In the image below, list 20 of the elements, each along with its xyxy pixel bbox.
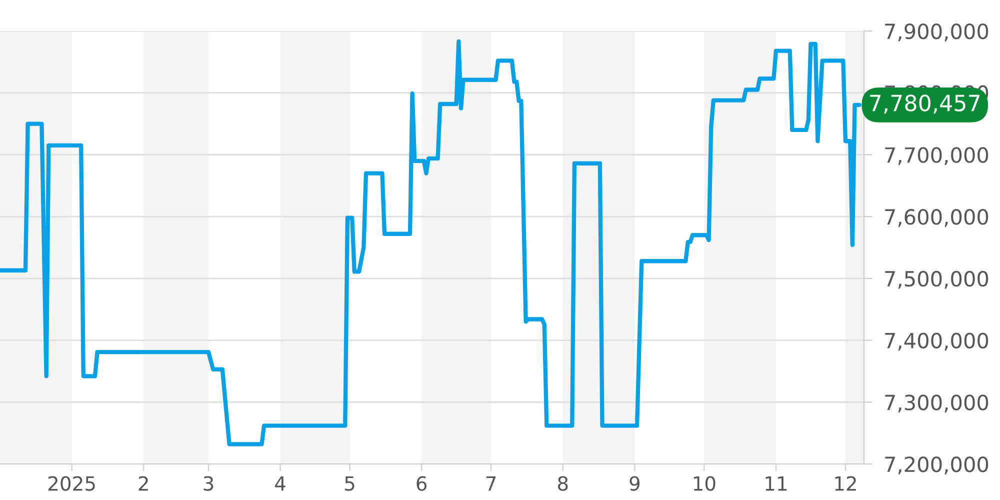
y-tick-label: 7,900,000 [885, 23, 988, 42]
y-tick-label: 7,600,000 [885, 209, 988, 227]
y-tick-label: 7,300,000 [885, 394, 988, 412]
x-tick-label: 10 [694, 476, 716, 491]
y-tick-label: 7,500,000 [885, 270, 988, 289]
x-tick-label: 8 [558, 476, 568, 491]
x-tick-label: 9 [630, 476, 640, 491]
x-tick-label: 4 [275, 476, 286, 491]
x-tick-label: 7 [486, 476, 496, 491]
x-tick-label: 3 [204, 476, 214, 491]
y-tick-label: 7,200,000 [885, 456, 988, 474]
x-tick-label: 2 [138, 476, 148, 491]
x-tick-label: 2025 [48, 476, 95, 491]
y-tick-label: 7,400,000 [885, 332, 988, 351]
y-tick-label: 7,700,000 [885, 147, 988, 166]
x-tick-label: 6 [416, 476, 427, 491]
line-series [0, 39, 862, 446]
x-tick-label: 12 [835, 476, 856, 491]
x-tick-label: 11 [766, 476, 787, 491]
x-tick-label: 5 [345, 476, 354, 491]
